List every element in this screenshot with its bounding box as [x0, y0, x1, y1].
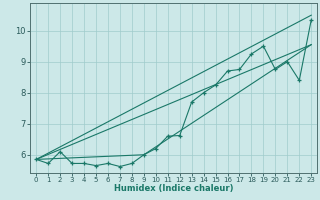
X-axis label: Humidex (Indice chaleur): Humidex (Indice chaleur)	[114, 184, 234, 193]
